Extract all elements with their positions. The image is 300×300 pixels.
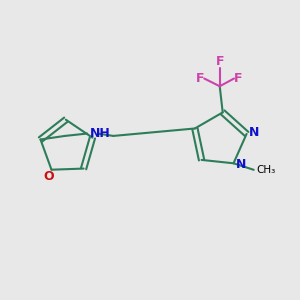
- Text: O: O: [44, 170, 54, 183]
- Text: CH₃: CH₃: [256, 165, 275, 175]
- Text: F: F: [196, 72, 204, 85]
- Text: N: N: [249, 126, 259, 139]
- Text: F: F: [215, 56, 224, 68]
- Text: NH: NH: [89, 127, 110, 140]
- Text: N: N: [236, 158, 246, 171]
- Text: F: F: [234, 72, 242, 85]
